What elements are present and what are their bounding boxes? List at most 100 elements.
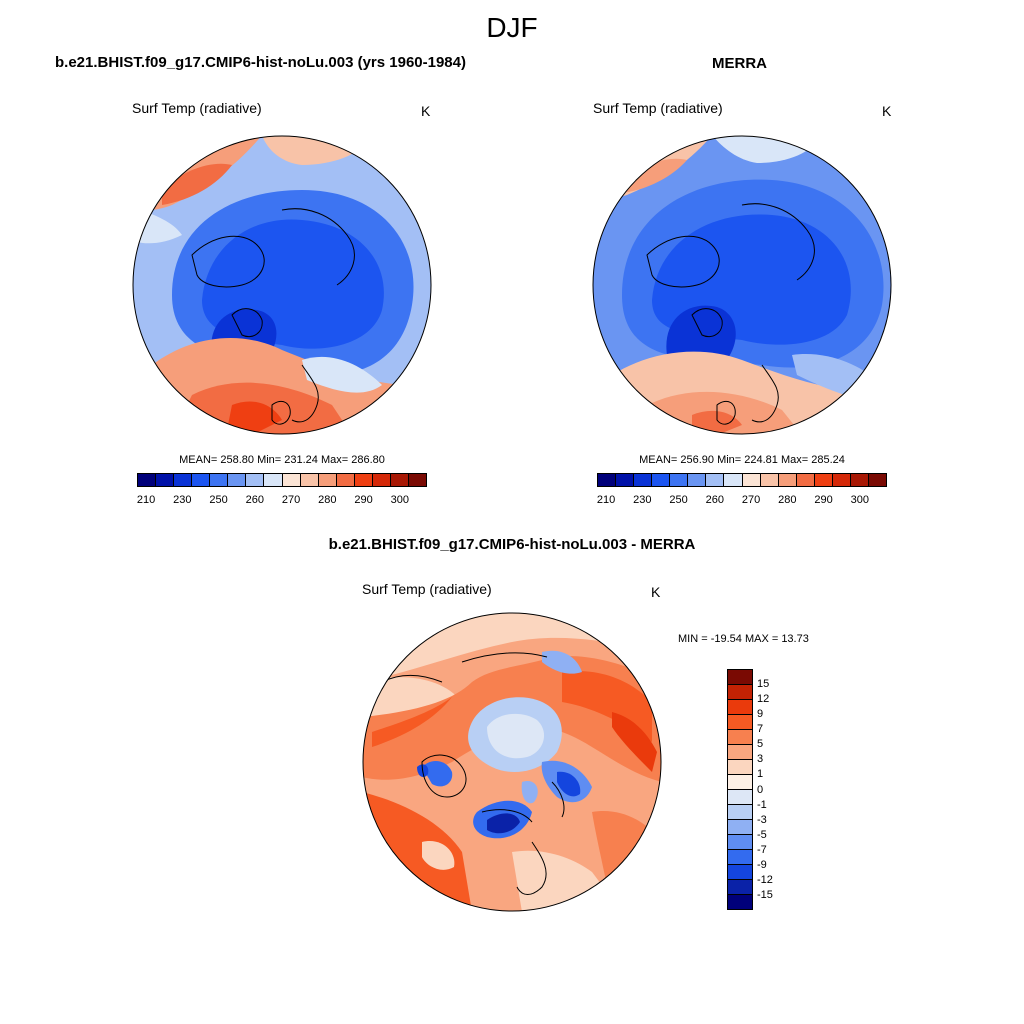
colorbar-tick-label: 280 xyxy=(318,494,337,506)
colorbar-tick-label: 290 xyxy=(814,494,833,506)
colorbar-swatch xyxy=(390,474,409,486)
obs-colorbar-ticks: 210 230 250 260 270 280 290 300 xyxy=(597,494,887,508)
model-colorbar-ticks: 210 230 250 260 270 280 290 300 xyxy=(137,494,427,508)
colorbar-tick-label: 270 xyxy=(741,494,761,506)
colorbar-tick-label: 280 xyxy=(778,494,797,506)
colorbar-swatch xyxy=(408,474,426,486)
colorbar-swatch xyxy=(728,805,752,820)
colorbar-tick-label: 300 xyxy=(390,494,409,506)
colorbar-swatch xyxy=(728,895,752,909)
colorbar-swatch xyxy=(336,474,355,486)
diff-colorbar-ticks: 15 12 9 7 5 3 1 0 -1 -3 -5 -7 -9 -12 -15 xyxy=(757,669,797,910)
colorbar-swatch xyxy=(318,474,337,486)
diff-panel-title: b.e21.BHIST.f09_g17.CMIP6-hist-noLu.003 … xyxy=(328,536,696,553)
colorbar-swatch xyxy=(724,474,743,486)
season-title: DJF xyxy=(486,12,538,43)
model-colorbar xyxy=(137,473,427,487)
colorbar-tick-label: 15 xyxy=(757,678,770,691)
colorbar-swatch xyxy=(778,474,797,486)
colorbar-tick-label: -1 xyxy=(757,798,767,811)
colorbar-swatch xyxy=(634,474,653,486)
obs-panel-title: MERRA xyxy=(712,55,767,72)
colorbar-swatch xyxy=(728,760,752,775)
obs-stats: MEAN= 256.90 Min= 224.81 Max= 285.24 xyxy=(639,454,845,466)
model-polar-map xyxy=(132,135,432,435)
colorbar-tick-label: 210 xyxy=(596,494,616,506)
colorbar-swatch xyxy=(850,474,869,486)
model-stats: MEAN= 258.80 Min= 231.24 Max= 286.80 xyxy=(179,454,385,466)
colorbar-swatch xyxy=(796,474,815,486)
colorbar-swatch xyxy=(598,474,617,486)
colorbar-swatch xyxy=(210,474,229,486)
colorbar-tick-label: -9 xyxy=(757,858,767,871)
colorbar-swatch xyxy=(728,835,752,850)
colorbar-swatch xyxy=(354,474,373,486)
colorbar-swatch xyxy=(728,730,752,745)
colorbar-swatch xyxy=(728,715,752,730)
colorbar-tick-label: 7 xyxy=(757,723,764,736)
colorbar-swatch xyxy=(652,474,671,486)
colorbar-tick-label: 230 xyxy=(173,494,192,506)
colorbar-swatch xyxy=(228,474,247,486)
colorbar-swatch xyxy=(616,474,635,486)
colorbar-swatch xyxy=(728,775,752,790)
colorbar-swatch xyxy=(372,474,391,486)
colorbar-tick-label: 1 xyxy=(757,768,764,781)
obs-units-label: K xyxy=(882,103,892,119)
colorbar-swatch xyxy=(670,474,689,486)
diff-colorbar xyxy=(727,669,753,910)
colorbar-swatch xyxy=(728,685,752,700)
colorbar-swatch xyxy=(814,474,833,486)
colorbar-tick-label: -12 xyxy=(757,873,773,886)
colorbar-swatch xyxy=(174,474,193,486)
colorbar-swatch xyxy=(728,820,752,835)
colorbar-swatch xyxy=(264,474,283,486)
colorbar-tick-label: 210 xyxy=(136,494,156,506)
colorbar-swatch xyxy=(192,474,211,486)
colorbar-swatch xyxy=(742,474,761,486)
colorbar-tick-label: 0 xyxy=(757,783,764,796)
colorbar-tick-label: 250 xyxy=(209,494,228,506)
colorbar-tick-label: 270 xyxy=(281,494,301,506)
colorbar-tick-label: 5 xyxy=(757,738,764,751)
diff-variable-label: Surf Temp (radiative) xyxy=(362,581,492,597)
obs-colorbar xyxy=(597,473,887,487)
colorbar-swatch xyxy=(728,790,752,805)
colorbar-tick-label: 260 xyxy=(705,494,724,506)
colorbar-tick-label: -5 xyxy=(757,828,767,841)
colorbar-swatch xyxy=(688,474,707,486)
colorbar-swatch xyxy=(728,880,752,895)
colorbar-tick-label: 9 xyxy=(757,708,764,721)
diff-stats: MIN = -19.54 MAX = 13.73 xyxy=(678,633,809,645)
colorbar-swatch xyxy=(760,474,779,486)
model-panel-title: b.e21.BHIST.f09_g17.CMIP6-hist-noLu.003 … xyxy=(55,54,466,71)
obs-polar-map xyxy=(592,135,892,435)
colorbar-tick-label: 230 xyxy=(633,494,652,506)
colorbar-swatch xyxy=(156,474,175,486)
colorbar-tick-label: -7 xyxy=(757,843,767,856)
colorbar-swatch xyxy=(300,474,319,486)
colorbar-tick-label: 12 xyxy=(757,693,770,706)
colorbar-tick-label: -3 xyxy=(757,813,767,826)
colorbar-tick-label: 260 xyxy=(245,494,264,506)
model-units-label: K xyxy=(421,103,431,119)
colorbar-swatch xyxy=(728,670,752,685)
colorbar-tick-label: 290 xyxy=(354,494,373,506)
colorbar-swatch xyxy=(728,700,752,715)
colorbar-swatch xyxy=(246,474,265,486)
colorbar-swatch xyxy=(832,474,851,486)
diff-polar-map xyxy=(362,612,662,912)
colorbar-swatch xyxy=(868,474,886,486)
colorbar-swatch xyxy=(728,850,752,865)
colorbar-tick-label: 3 xyxy=(757,753,764,766)
colorbar-tick-label: -15 xyxy=(757,888,773,901)
colorbar-tick-label: 300 xyxy=(850,494,869,506)
colorbar-swatch xyxy=(706,474,725,486)
diff-units-label: K xyxy=(651,584,661,600)
colorbar-swatch xyxy=(282,474,301,486)
colorbar-tick-label: 250 xyxy=(669,494,688,506)
obs-variable-label: Surf Temp (radiative) xyxy=(593,100,723,116)
model-variable-label: Surf Temp (radiative) xyxy=(132,100,262,116)
colorbar-swatch xyxy=(728,745,752,760)
colorbar-swatch xyxy=(138,474,157,486)
